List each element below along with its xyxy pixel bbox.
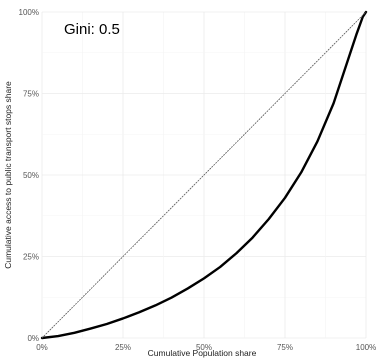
y-tick-label: 25% [23, 253, 39, 262]
x-tick-label: 25% [115, 343, 131, 352]
y-tick-label: 100% [19, 8, 39, 17]
y-tick-label: 50% [23, 171, 39, 180]
grid [41, 11, 367, 339]
lorenz-curve [40, 10, 368, 340]
y-tick-label: 75% [23, 90, 39, 99]
x-axis-title: Cumulative Population share [148, 348, 257, 358]
gini-annotation: Gini: 0.5 [64, 21, 120, 38]
y-axis-ticks: 0% 25% 50% 75% 100% [19, 8, 39, 343]
y-tick-label: 0% [27, 334, 39, 343]
x-tick-label: 0% [36, 343, 48, 352]
x-tick-label: 75% [277, 343, 293, 352]
x-tick-label: 100% [356, 343, 376, 352]
y-axis-title: Cumulative access to public transport st… [3, 81, 13, 269]
equality-line [41, 11, 367, 339]
x-axis-ticks: 0% 25% 50% 75% 100% [36, 343, 376, 352]
series-layer [40, 10, 368, 340]
x-tick-label: 50% [196, 343, 212, 352]
